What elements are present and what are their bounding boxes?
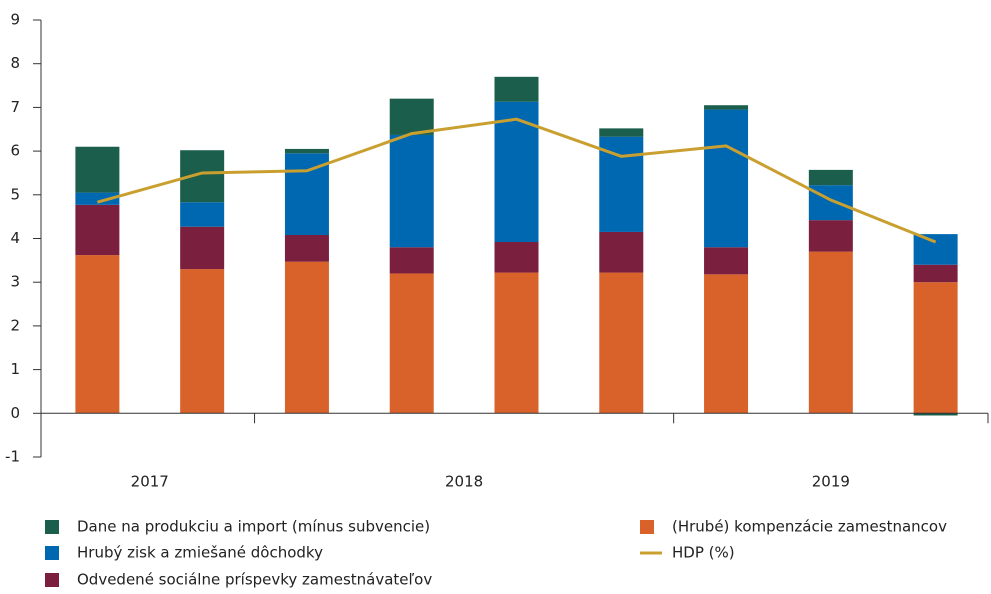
bar-segment xyxy=(808,251,853,414)
bar-segment xyxy=(599,272,644,414)
bar-segment xyxy=(808,169,853,186)
bar-segment xyxy=(389,247,434,274)
y-tick-label: 5 xyxy=(10,185,20,203)
bar-segment xyxy=(284,261,329,414)
bar-segment xyxy=(913,234,958,265)
legend-label: Odvedené sociálne príspevky zamestnávate… xyxy=(77,571,432,589)
bar-segment xyxy=(75,146,120,193)
legend-label: (Hrubé) kompenzácie zamestnancov xyxy=(672,518,947,536)
bar-segment xyxy=(284,148,329,154)
bar-segment xyxy=(389,134,434,248)
y-tick-label: 4 xyxy=(10,229,20,247)
legend-label: Dane na produkciu a import (mínus subven… xyxy=(77,518,430,536)
y-tick-label: 2 xyxy=(10,316,20,334)
y-tick-label: 1 xyxy=(10,360,20,378)
group-label: 2018 xyxy=(445,473,483,491)
bar-segment xyxy=(389,273,434,414)
bar-segment xyxy=(180,269,225,414)
y-tick-label: 3 xyxy=(10,273,20,291)
bar-segment xyxy=(808,220,853,252)
legend-label: HDP (%) xyxy=(672,544,735,562)
legend-label: Hrubý zisk a zmiešané dôchodky xyxy=(77,544,323,562)
bar-segment xyxy=(599,231,644,273)
bar-segment xyxy=(913,264,958,283)
legend-swatch xyxy=(640,520,654,534)
bar-segment xyxy=(389,98,434,135)
legend-swatch xyxy=(45,573,59,587)
bar-segment xyxy=(704,247,749,275)
bar-segment xyxy=(180,202,225,227)
bar-segment xyxy=(913,282,958,414)
bar-segment xyxy=(180,226,225,270)
bar-segment xyxy=(704,109,749,248)
bar-segment xyxy=(284,235,329,262)
bar-segment xyxy=(494,241,539,273)
bar-segment xyxy=(704,105,749,110)
y-tick-label: 8 xyxy=(10,54,20,72)
bar-segment xyxy=(75,204,120,256)
y-tick-label: 0 xyxy=(10,404,20,422)
bar-segment xyxy=(704,274,749,414)
bar-segment xyxy=(913,413,958,416)
y-tick-label: 6 xyxy=(10,142,20,160)
line-series xyxy=(96,117,937,244)
bar-segment xyxy=(494,76,539,102)
y-tick-label: 9 xyxy=(10,11,20,29)
bar-segment xyxy=(494,272,539,414)
bar-segment xyxy=(599,128,644,137)
group-label: 2017 xyxy=(131,473,169,491)
legend-swatch xyxy=(45,546,59,560)
y-tick-label: -1 xyxy=(5,448,20,466)
group-label: 2019 xyxy=(812,473,850,491)
y-tick-label: 7 xyxy=(10,98,20,116)
legend-swatch xyxy=(45,520,59,534)
bar-segment xyxy=(75,192,120,205)
bar-segment xyxy=(75,255,120,414)
